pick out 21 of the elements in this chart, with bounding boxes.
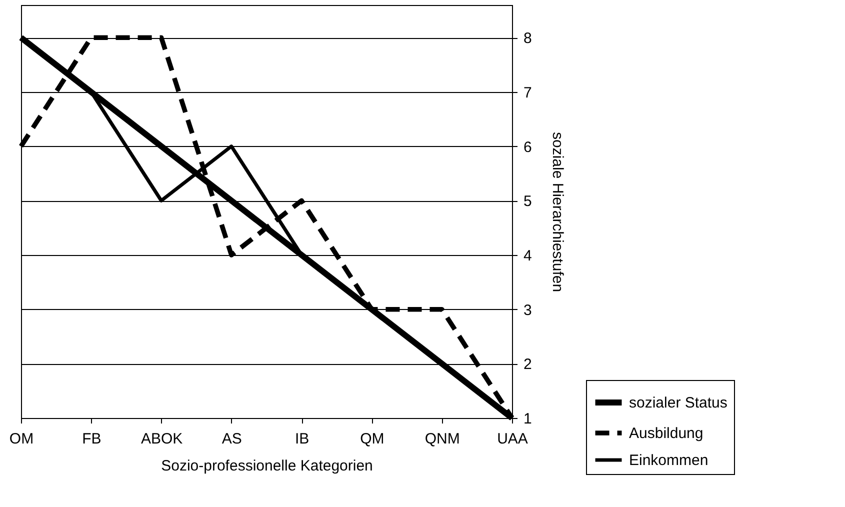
x-tick-label: ABOK [140,430,183,448]
x-tick-label: IB [294,430,310,448]
x-tick-label: FB [82,430,102,448]
legend-label: Einkommen [629,452,708,469]
y-tick-label: 3 [524,302,532,319]
x-tick-label: QM [360,430,384,448]
y-tick-label: 2 [524,356,532,374]
y-axis-title: soziale Hierarchiestufen [548,132,566,292]
y-tick-label: 8 [524,30,532,48]
y-tick-label: 7 [524,84,532,102]
x-axis-title: Sozio-professionelle Kategorien [161,458,373,474]
y-tick-label: 1 [524,410,532,428]
legend-label: Ausbildung [629,425,704,442]
x-tick-label: QNM [424,430,460,448]
x-tick-label: UAA [497,430,528,448]
x-tick-label: AS [222,430,242,448]
y-tick-label: 6 [524,138,532,156]
x-tick-label: OM [9,430,34,448]
legend-label: sozialer Status [629,394,728,412]
y-tick-label: 5 [524,193,532,210]
y-tick-label: 4 [524,247,532,264]
